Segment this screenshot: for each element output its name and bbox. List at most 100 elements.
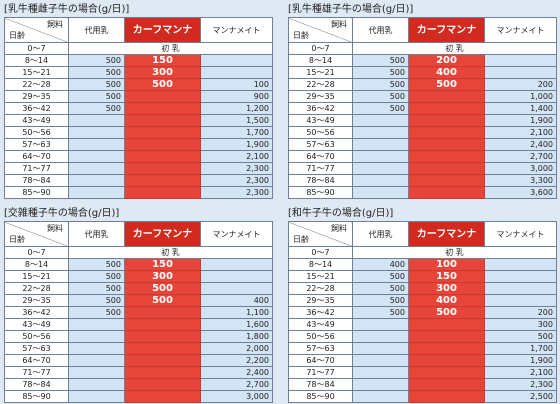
amount-cell: 1,000 xyxy=(484,90,557,103)
feeding-table: 飼料 日齢 代用乳 カーフマンナ マンナメイト 0～7 初 乳 8～14 500 150 15～21… xyxy=(4,221,273,403)
age-cell: 78～84 xyxy=(4,378,69,391)
amount-cell: 2,200 xyxy=(200,354,273,367)
column-header: マンナメイト xyxy=(484,17,557,43)
column-header: カーフマンナ xyxy=(408,221,485,247)
amount-cell xyxy=(124,138,201,151)
data-row: 57～63 2,000 xyxy=(4,342,273,355)
data-row: 22～28 500 500 200 xyxy=(288,78,557,91)
age-cell: 8～14 xyxy=(4,54,69,67)
amount-cell xyxy=(124,114,201,127)
age-cell: 36～42 xyxy=(288,102,353,115)
amount-cell: 3,300 xyxy=(484,174,557,187)
data-row: 50～56 2,100 xyxy=(288,126,557,139)
age-cell: 78～84 xyxy=(288,378,353,391)
diagonal-header: 飼料 日齢 xyxy=(4,17,69,43)
column-header: カーフマンナ xyxy=(124,221,201,247)
amount-cell: 1,200 xyxy=(200,102,273,115)
amount-cell: 150 xyxy=(124,54,201,67)
data-row: 85～90 2,300 xyxy=(4,186,273,199)
data-row: 78～84 3,300 xyxy=(288,174,557,187)
header-row: 飼料 日齢 代用乳 カーフマンナ マンナメイト xyxy=(4,17,273,43)
diagonal-header: 飼料 日齢 xyxy=(288,221,353,247)
amount-cell xyxy=(124,318,201,331)
amount-cell: 150 xyxy=(124,258,201,271)
age-cell: 29～35 xyxy=(288,294,353,307)
amount-cell xyxy=(408,378,485,391)
amount-cell: 500 xyxy=(68,102,125,115)
data-row: 43～49 300 xyxy=(288,318,557,331)
amount-cell xyxy=(68,354,125,367)
data-row: 85～90 3,000 xyxy=(4,390,273,403)
data-row: 15～21 500 400 xyxy=(288,66,557,79)
amount-cell xyxy=(68,174,125,187)
amount-cell: 100 xyxy=(200,78,273,91)
data-row: 78～84 2,700 xyxy=(4,378,273,391)
data-row: 36～42 500 1,200 xyxy=(4,102,273,115)
age-cell: 78～84 xyxy=(288,174,353,187)
data-row: 8～14 400 100 xyxy=(288,258,557,271)
amount-cell: 400 xyxy=(408,294,485,307)
amount-cell xyxy=(68,330,125,343)
amount-cell: 2,700 xyxy=(200,378,273,391)
data-row: 22～28 500 500 100 xyxy=(4,78,273,91)
amount-cell: 1,700 xyxy=(200,126,273,139)
age-cell: 8～14 xyxy=(288,54,353,67)
header-row: 飼料 日齢 代用乳 カーフマンナ マンナメイト xyxy=(288,17,557,43)
age-label: 日齢 xyxy=(293,235,309,244)
amount-cell xyxy=(124,378,201,391)
amount-cell xyxy=(352,150,409,163)
amount-cell: 200 xyxy=(484,78,557,91)
feeding-table: 飼料 日齢 代用乳 カーフマンナ マンナメイト 0～7 初 乳 8～14 400 100 15～21… xyxy=(288,221,557,403)
amount-cell xyxy=(408,354,485,367)
amount-cell xyxy=(352,186,409,199)
data-row: 29～35 500 500 400 xyxy=(4,294,273,307)
data-row: 15～21 500 150 xyxy=(288,270,557,283)
data-row: 43～49 1,500 xyxy=(4,114,273,127)
age-cell: 85～90 xyxy=(288,186,353,199)
data-row: 22～28 500 500 xyxy=(4,282,273,295)
age-cell: 64～70 xyxy=(4,150,69,163)
data-row: 64～70 2,700 xyxy=(288,150,557,163)
age-cell: 50～56 xyxy=(288,126,353,139)
age-cell: 50～56 xyxy=(288,330,353,343)
age-cell: 29～35 xyxy=(4,90,69,103)
amount-cell xyxy=(68,378,125,391)
age-cell: 85～90 xyxy=(4,390,69,403)
age-cell: 36～42 xyxy=(4,102,69,115)
amount-cell xyxy=(200,54,273,67)
age-cell: 15～21 xyxy=(4,66,69,79)
data-row: 8～14 500 150 xyxy=(4,258,273,271)
amount-cell: 500 xyxy=(352,90,409,103)
colostrum-cell: 初 乳 xyxy=(352,246,557,259)
data-row: 43～49 1,600 xyxy=(4,318,273,331)
amount-cell xyxy=(484,294,557,307)
amount-cell xyxy=(484,258,557,271)
column-header: マンナメイト xyxy=(200,17,273,43)
column-header: 代用乳 xyxy=(352,221,409,247)
age-cell: 71～77 xyxy=(4,366,69,379)
age-label: 日齢 xyxy=(9,31,25,40)
amount-cell xyxy=(200,66,273,79)
amount-cell xyxy=(124,186,201,199)
amount-cell: 1,400 xyxy=(484,102,557,115)
amount-cell: 300 xyxy=(124,66,201,79)
amount-cell xyxy=(408,330,485,343)
data-row: 71～77 3,000 xyxy=(288,162,557,175)
amount-cell: 1,900 xyxy=(484,114,557,127)
amount-cell xyxy=(124,354,201,367)
age-cell: 22～28 xyxy=(288,78,353,91)
data-row: 57～63 2,400 xyxy=(288,138,557,151)
data-row: 15～21 500 300 xyxy=(4,66,273,79)
amount-cell xyxy=(124,342,201,355)
amount-cell xyxy=(124,126,201,139)
amount-cell xyxy=(484,270,557,283)
age-cell: 43～49 xyxy=(288,318,353,331)
amount-cell: 100 xyxy=(408,258,485,271)
amount-cell xyxy=(124,366,201,379)
data-row: 50～56 1,800 xyxy=(4,330,273,343)
data-row: 8～14 500 150 xyxy=(4,54,273,67)
amount-cell: 500 xyxy=(352,78,409,91)
amount-cell xyxy=(408,366,485,379)
data-row: 85～90 2,500 xyxy=(288,390,557,403)
amount-cell: 3,000 xyxy=(200,390,273,403)
